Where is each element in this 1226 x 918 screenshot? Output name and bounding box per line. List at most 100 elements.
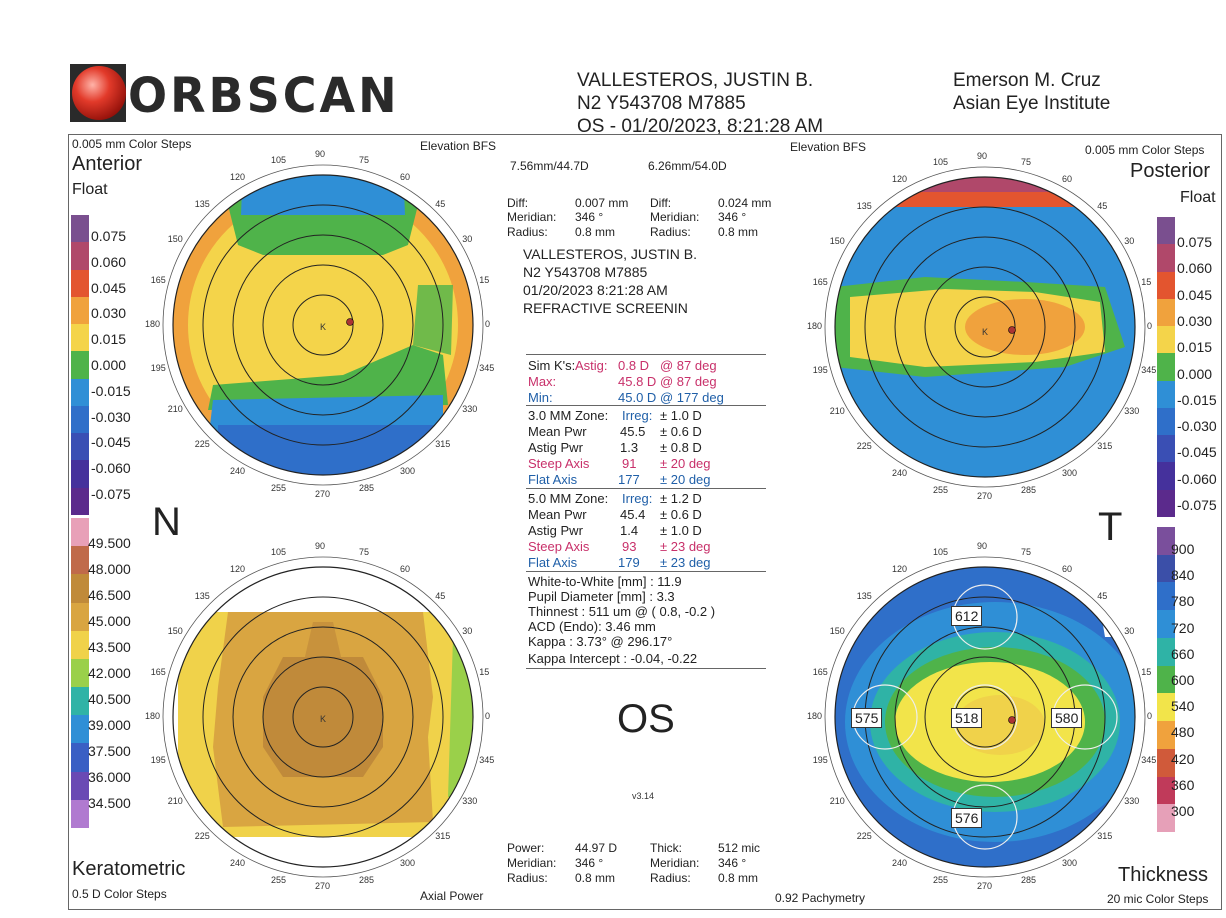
angle-label: 75 (1020, 156, 1031, 167)
diff-right-value: 0.024 mm (718, 196, 772, 210)
meridian-left-label: Meridian: (507, 210, 557, 224)
angle-label: 240 (892, 858, 908, 869)
simk-min-value: 45.0 D (618, 390, 657, 405)
anterior-bfs-label: Elevation BFS (420, 139, 497, 153)
zone3-mean-label: Mean Pwr (528, 424, 587, 439)
zone5-steep-value: 93 (622, 539, 637, 554)
angle-label: 330 (462, 796, 478, 806)
scale-swatch (71, 460, 89, 489)
radius-right-value: 0.8 mm (718, 225, 759, 239)
bottom-meridian-left-label: Meridian: (507, 856, 557, 870)
header-patient-name: VALLESTEROS, JUSTIN B. (577, 70, 814, 91)
eye-label: OS (617, 697, 675, 741)
scale-swatch (1157, 271, 1175, 300)
bottom-radius-right-label: Radius: (650, 871, 691, 885)
scale-label: 0.075 (1177, 234, 1213, 250)
thickness-value-right: 580 (1051, 708, 1083, 728)
scale-swatch (1157, 610, 1175, 639)
scale-label: 48.000 (88, 561, 131, 577)
angle-label: 0 (1147, 711, 1153, 721)
misc-3: ACD (Endo): 3.46 mm (528, 619, 656, 634)
angle-label: 15 (479, 667, 490, 677)
bottom-power-value: 44.97 D (575, 841, 618, 855)
angle-label: 0 (1147, 321, 1153, 331)
anterior-subtitle: Float (72, 181, 108, 198)
angle-label: 210 (167, 796, 183, 806)
angle-label: 330 (1124, 406, 1140, 416)
scale-label: -0.030 (1177, 418, 1217, 435)
simk-min-label: Min: (528, 390, 553, 405)
scale-swatch (71, 351, 89, 380)
angle-label: 60 (1062, 173, 1073, 184)
angle-label: 255 (933, 875, 949, 886)
angle-label: 270 (977, 881, 993, 891)
simk-max-deg: @ 87 deg (660, 374, 717, 389)
zone5-irreg-value: ± 1.2 D (660, 491, 702, 506)
simk-max-label: Max: (528, 374, 557, 389)
scale-swatch (1157, 244, 1175, 273)
scale-label: 720 (1171, 619, 1195, 636)
thickness-pachymetry-map (810, 540, 1160, 895)
angle-label: 255 (271, 875, 287, 886)
center-patient-id: N2 Y543708 M7885 (523, 264, 648, 280)
angle-label: 195 (150, 754, 166, 765)
angle-label: 120 (230, 563, 246, 574)
angle-label: 195 (812, 364, 828, 375)
anterior-color-scale (71, 215, 89, 516)
scale-swatch (1157, 637, 1175, 667)
scale-label: 420 (1171, 750, 1195, 767)
scale-label: 40.500 (88, 691, 131, 707)
angle-label: 135 (856, 590, 872, 601)
bottom-power-label: Power: (507, 841, 545, 855)
diff-right-label: Diff: (650, 196, 672, 210)
header-doctor: Emerson M. Cruz (953, 70, 1101, 91)
angle-label: 90 (315, 541, 326, 551)
scale-label: 0.015 (1177, 339, 1213, 356)
angle-label: 165 (150, 275, 166, 285)
posterior-steps: 0.005 mm Color Steps (1085, 143, 1205, 157)
meridian-right-label: Meridian: (650, 210, 700, 224)
divider-1 (526, 354, 766, 355)
zone5-mean-pm: ± 0.6 D (660, 507, 702, 522)
angle-label: 240 (230, 858, 246, 869)
thickness-map-label: 0.92 Pachymetry (775, 891, 866, 905)
zone3-astig-pm: ± 0.8 D (660, 440, 702, 455)
posterior-bfs-label: Elevation BFS (790, 140, 867, 154)
angle-label: 285 (1020, 485, 1037, 496)
posterior-color-scale (1157, 217, 1175, 518)
angle-label: 60 (400, 563, 411, 574)
svg-text:K: K (320, 714, 326, 724)
angle-label: 150 (829, 626, 845, 636)
zone3-astig-value: 1.3 (620, 440, 639, 455)
scale-label: -0.030 (91, 408, 131, 425)
scale-label: 46.500 (88, 587, 131, 603)
logo-text: ORBSCAN (128, 66, 400, 124)
scale-label: -0.015 (1177, 391, 1217, 408)
scale-swatch (1157, 665, 1175, 694)
angle-label: 45 (435, 198, 446, 209)
zone5-astig-pm: ± 1.0 D (660, 523, 702, 538)
angle-label: 75 (1020, 546, 1031, 557)
thickness-value-bottom: 576 (951, 808, 983, 828)
zone5-steep-pm: ± 23 deg (660, 539, 711, 554)
scale-label: 0.030 (91, 305, 127, 322)
angle-label: 0 (485, 319, 491, 329)
scale-label: 780 (1171, 593, 1195, 610)
posterior-subtitle: Float (1180, 189, 1216, 206)
angle-label: 120 (892, 563, 908, 574)
keratometric-axial-map: K (148, 540, 498, 895)
angle-label: 90 (315, 149, 326, 159)
angle-label: 0 (485, 711, 491, 721)
scale-label: -0.075 (1177, 497, 1217, 513)
radius-left-label: Radius: (507, 225, 548, 239)
angle-label: 345 (479, 754, 495, 765)
scale-label: -0.015 (91, 382, 131, 399)
scale-swatch (71, 378, 89, 407)
scale-label: -0.060 (91, 460, 131, 477)
misc-1: Pupil Diameter [mm] : 3.3 (528, 589, 675, 604)
divider-5 (526, 668, 766, 669)
keratometric-title: Keratometric (72, 858, 186, 880)
angle-label: 315 (1097, 831, 1113, 842)
angle-label: 45 (1097, 200, 1108, 211)
posterior-elevation-map: K (810, 150, 1160, 505)
